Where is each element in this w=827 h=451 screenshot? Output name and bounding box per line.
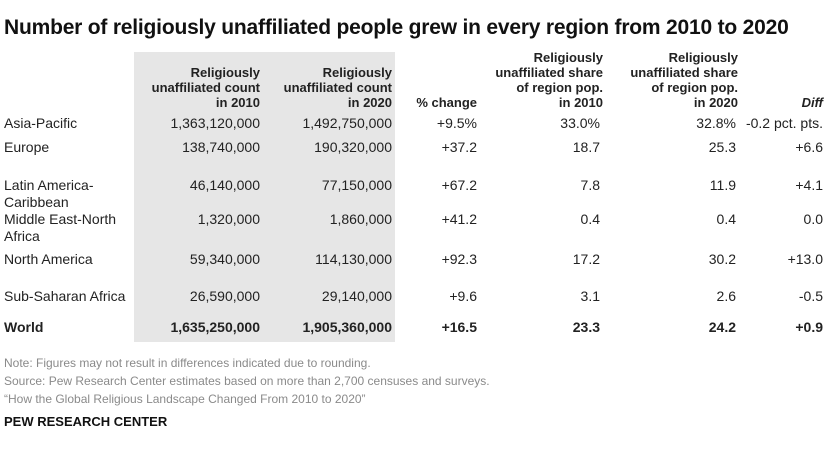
count-2020-cell: 1,860,000 <box>329 211 392 227</box>
count-2010-cell: 138,740,000 <box>182 139 260 155</box>
region-label: Europe <box>4 139 50 155</box>
region-label: Asia-Pacific <box>4 115 78 131</box>
share-2020-cell: 0.4 <box>716 211 736 227</box>
share-2020-cell: 30.2 <box>708 251 736 267</box>
share-2010-cell: 33.0% <box>560 115 600 131</box>
chart-title: Number of religiously unaffiliated peopl… <box>4 16 789 39</box>
change-cell: +9.5% <box>436 115 477 131</box>
share-2020-cell: 25.3 <box>708 139 736 155</box>
share-2010-cell: 0.4 <box>580 211 600 227</box>
count-2010-cell: 1,363,120,000 <box>170 115 260 131</box>
share-2020-cell: 32.8% <box>696 115 736 131</box>
region-label: North America <box>4 251 93 267</box>
count-2020-cell: 190,320,000 <box>314 139 392 155</box>
diff-cell: -0.5 <box>798 288 823 304</box>
share-2020-world-cell: 24.2 <box>708 319 736 335</box>
header-count-2010: Religiously unaffiliated count in 2010 <box>151 65 260 110</box>
count-2020-cell: 77,150,000 <box>321 177 392 193</box>
share-2010-cell: 18.7 <box>572 139 600 155</box>
change-cell: +37.2 <box>441 139 477 155</box>
diff-cell: +13.0 <box>787 251 823 267</box>
change-cell: +67.2 <box>441 177 477 193</box>
count-2010-world-cell: 1,635,250,000 <box>170 319 260 335</box>
diff-cell: -0.2 pct. pts. <box>745 115 823 131</box>
region-label: Sub-Saharan Africa <box>4 288 126 304</box>
highlighted-columns-background <box>134 52 395 342</box>
region-label: Latin America-Caribbean <box>4 177 94 210</box>
count-2020-cell: 1,492,750,000 <box>302 115 392 131</box>
report-title-text: “How the Global Religious Landscape Chan… <box>4 392 366 406</box>
count-2020-cell: 29,140,000 <box>321 288 392 304</box>
diff-cell: 0.0 <box>803 211 823 227</box>
change-cell: +92.3 <box>441 251 477 267</box>
diff-cell: +6.6 <box>795 139 823 155</box>
header-share-2010: Religiously unaffiliated share of region… <box>495 50 603 110</box>
note-text: Note: Figures may not result in differen… <box>4 356 371 370</box>
header-percent-change: % change <box>416 95 477 110</box>
share-2020-cell: 2.6 <box>716 288 736 304</box>
share-2010-world-cell: 23.3 <box>572 319 600 335</box>
header-share-2020: Religiously unaffiliated share of region… <box>630 50 738 110</box>
change-cell: +41.2 <box>441 211 477 227</box>
change-cell: +9.6 <box>449 288 477 304</box>
region-label-world: World <box>4 319 44 335</box>
share-2020-cell: 11.9 <box>709 177 736 193</box>
header-diff: Diff <box>801 95 823 110</box>
region-label: Middle East-North Africa <box>4 211 117 244</box>
count-2010-cell: 26,590,000 <box>189 288 260 304</box>
source-text: Source: Pew Research Center estimates ba… <box>4 374 490 388</box>
header-count-2020: Religiously unaffiliated count in 2020 <box>283 65 392 110</box>
diff-world-cell: +0.9 <box>795 319 823 335</box>
share-2010-cell: 17.2 <box>572 251 600 267</box>
count-2010-cell: 59,340,000 <box>189 251 260 267</box>
brand-logo-text: PEW RESEARCH CENTER <box>4 414 168 429</box>
count-2020-world-cell: 1,905,360,000 <box>302 319 392 335</box>
count-2010-cell: 46,140,000 <box>189 177 260 193</box>
count-2020-cell: 114,130,000 <box>315 251 392 267</box>
change-world-cell: +16.5 <box>441 319 477 335</box>
share-2010-cell: 3.1 <box>580 288 600 304</box>
count-2010-cell: 1,320,000 <box>197 211 260 227</box>
share-2010-cell: 7.8 <box>580 177 600 193</box>
diff-cell: +4.1 <box>795 177 823 193</box>
